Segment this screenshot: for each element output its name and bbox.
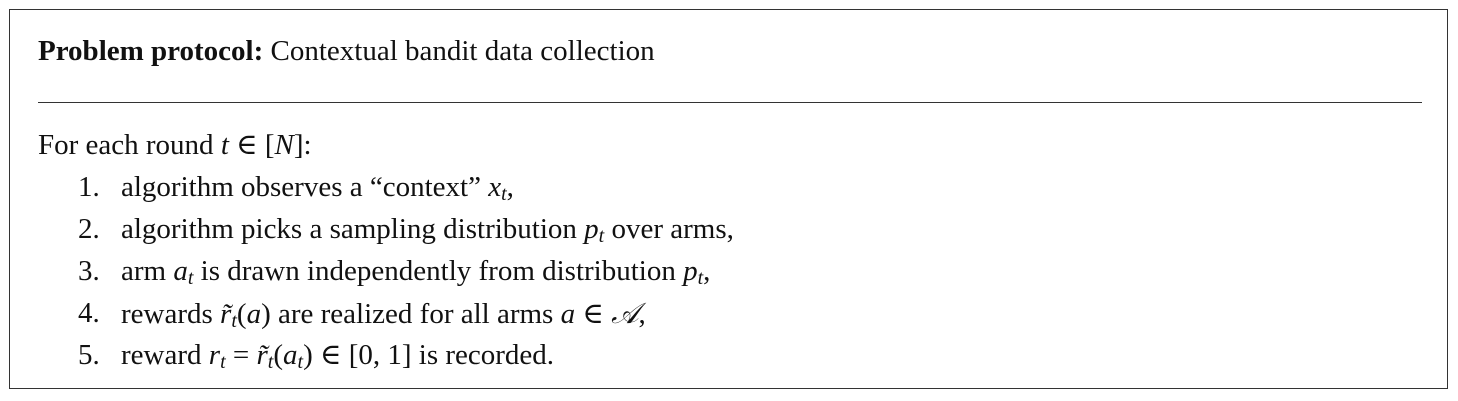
intro-prefix: For each round xyxy=(38,129,221,161)
step-text-part: is drawn independently from distribution xyxy=(193,255,684,287)
step-number: 5. xyxy=(78,339,100,371)
step-1: 1. algorithm observes a “context” xt, xyxy=(10,166,1449,208)
math-calligraphic: 𝒜 xyxy=(611,296,639,330)
step-list: 1. algorithm observes a “context” xt, 2.… xyxy=(10,166,1449,376)
math-sub: t xyxy=(501,183,507,205)
math-sub: t xyxy=(231,310,237,332)
protocol-label: Problem protocol: xyxy=(38,35,264,67)
math-sub: t xyxy=(187,267,194,289)
math-var: a xyxy=(283,339,298,371)
step-number: 1. xyxy=(78,171,100,203)
intro-close: ]: xyxy=(293,129,312,161)
step-number: 4. xyxy=(78,297,100,329)
protocol-title: Problem protocol: Contextual bandit data… xyxy=(38,31,655,71)
math-var: a xyxy=(173,255,188,287)
divider xyxy=(38,102,1422,103)
math-paren: ( xyxy=(273,339,284,371)
step-number: 2. xyxy=(78,213,100,245)
math-sub: t xyxy=(598,225,605,247)
step-number: 3. xyxy=(78,255,100,287)
math-var: r̃ xyxy=(220,298,232,330)
step-text-part: over arms, xyxy=(604,213,734,245)
var-N: N xyxy=(274,129,294,161)
step-text-part: arm xyxy=(121,255,174,287)
math-var: r xyxy=(208,339,221,371)
step-5: 5. reward rt = r̃t(at) ∈ [0, 1] is recor… xyxy=(10,334,1449,376)
step-text-part: algorithm observes a “context” xyxy=(121,171,489,203)
step-text: reward rt = r̃t(at) ∈ [0, 1] is recorded… xyxy=(121,334,554,376)
math-var: p xyxy=(683,255,698,287)
math-op: ∈ xyxy=(575,298,612,330)
step-text-part: algorithm picks a sampling distribution xyxy=(121,213,585,245)
math-sub: t xyxy=(267,351,274,373)
math-paren: ) ∈ [0, 1] xyxy=(303,339,412,371)
var-t: t xyxy=(220,129,229,161)
step-text-part: , xyxy=(703,255,711,287)
protocol-name: Contextual bandit data collection xyxy=(270,35,655,67)
math-sub: t xyxy=(220,351,226,373)
step-text-part: , xyxy=(638,298,646,330)
step-text: algorithm observes a “context” xt, xyxy=(121,166,514,208)
protocol-box: Problem protocol: Contextual bandit data… xyxy=(9,9,1448,389)
step-text-part: is recorded. xyxy=(411,339,555,371)
intro-line: For each round t ∈ [N]: xyxy=(38,125,312,165)
step-3: 3. arm at is drawn independently from di… xyxy=(10,250,1449,292)
step-text-part: rewards xyxy=(121,298,221,330)
step-text-part: reward xyxy=(121,339,209,371)
math-var: p xyxy=(584,213,599,245)
step-text-part: are realized for all arms xyxy=(270,298,561,330)
math-sub: t xyxy=(697,267,704,289)
math-op: = xyxy=(225,339,257,371)
step-text: algorithm picks a sampling distribution … xyxy=(121,208,734,250)
math-paren: ( xyxy=(236,298,247,330)
math-sub: t xyxy=(297,351,304,373)
step-text-part: , xyxy=(506,171,514,203)
math-var: a xyxy=(560,298,576,330)
intro-in: ∈ [ xyxy=(228,129,275,161)
step-text: arm at is drawn independently from distr… xyxy=(121,250,710,292)
step-4: 4. rewards r̃t(a) are realized for all a… xyxy=(10,292,1449,334)
math-var: a xyxy=(246,298,262,330)
step-2: 2. algorithm picks a sampling distributi… xyxy=(10,208,1449,250)
math-var: x xyxy=(488,171,502,203)
math-var: r̃ xyxy=(256,339,268,371)
math-paren: ) xyxy=(261,298,271,330)
step-text: rewards r̃t(a) are realized for all arms… xyxy=(121,292,646,335)
